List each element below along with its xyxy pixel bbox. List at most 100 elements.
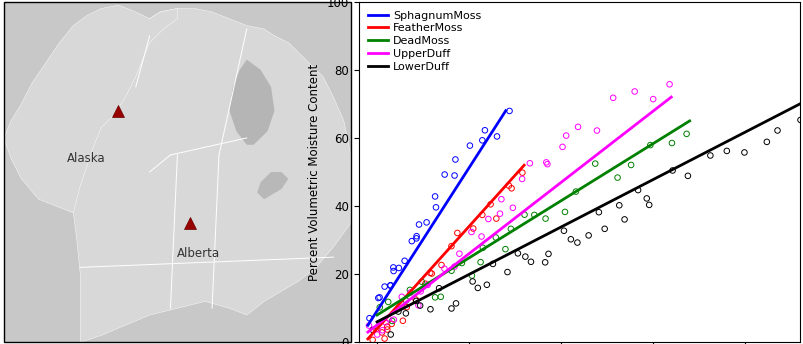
Point <box>471 285 483 291</box>
Point <box>571 124 584 130</box>
Point <box>475 234 487 239</box>
Point <box>392 265 405 271</box>
Point <box>588 161 601 166</box>
Point <box>387 268 400 274</box>
Point <box>528 212 540 218</box>
Point <box>434 262 447 268</box>
Point <box>793 117 803 123</box>
Point <box>411 303 424 308</box>
Point <box>610 175 623 180</box>
Point <box>373 294 385 300</box>
Point <box>523 161 536 166</box>
Point <box>410 234 422 239</box>
Point <box>631 187 644 193</box>
Point <box>414 303 426 308</box>
Point <box>405 238 418 244</box>
Point <box>409 297 422 302</box>
Point <box>515 176 528 182</box>
Point <box>381 324 393 330</box>
Point <box>396 318 409 323</box>
Point <box>475 138 488 143</box>
Point <box>556 144 569 150</box>
Point <box>438 172 450 177</box>
Point <box>428 294 441 300</box>
Point <box>377 284 390 289</box>
Point <box>737 150 750 155</box>
Point <box>597 226 610 232</box>
Point <box>421 282 434 288</box>
Point <box>366 327 379 333</box>
Point <box>452 251 465 256</box>
Point <box>410 236 422 241</box>
Point <box>362 323 375 329</box>
Point <box>770 128 783 133</box>
Point <box>365 337 378 343</box>
Point <box>558 209 571 215</box>
Point <box>517 212 530 217</box>
Point <box>500 269 513 275</box>
Point <box>445 268 458 273</box>
Point <box>506 205 519 211</box>
Point <box>516 170 528 175</box>
Point <box>703 153 716 158</box>
Point <box>493 211 506 216</box>
Point <box>369 326 382 332</box>
Point <box>592 209 605 215</box>
Point <box>397 258 410 264</box>
Point <box>384 282 397 288</box>
Polygon shape <box>4 5 177 213</box>
Point <box>662 82 675 87</box>
Point <box>490 134 503 139</box>
Point <box>618 217 630 222</box>
Point <box>450 230 463 236</box>
Point <box>679 131 692 137</box>
Point <box>681 173 694 179</box>
Point <box>478 128 491 133</box>
Point <box>495 196 507 202</box>
Point <box>370 332 383 337</box>
Point <box>381 315 394 321</box>
Point <box>504 185 517 191</box>
Point <box>381 327 393 332</box>
Point <box>666 168 679 173</box>
Point <box>420 219 433 225</box>
Point <box>489 216 502 221</box>
Point <box>539 160 552 165</box>
Point <box>423 270 436 276</box>
Point <box>448 157 461 162</box>
Point <box>386 265 399 270</box>
Point <box>646 96 658 102</box>
Point <box>449 301 462 306</box>
Point <box>474 259 487 265</box>
Legend: SphagnumMoss, FeatherMoss, DeadMoss, UpperDuff, LowerDuff: SphagnumMoss, FeatherMoss, DeadMoss, Upp… <box>364 7 484 75</box>
Point <box>624 162 637 168</box>
Point <box>373 304 385 310</box>
Point <box>518 254 531 259</box>
Point <box>414 289 426 294</box>
Point <box>412 222 425 227</box>
Point <box>606 95 619 100</box>
Point <box>589 128 602 133</box>
Point <box>428 194 441 199</box>
Text: Alaska: Alaska <box>67 152 105 165</box>
Point <box>377 336 390 341</box>
Point <box>467 226 479 231</box>
Point <box>410 298 422 304</box>
Point <box>434 294 446 300</box>
Point <box>379 320 392 325</box>
Point <box>399 311 412 316</box>
Point <box>612 203 625 208</box>
Polygon shape <box>229 60 274 145</box>
Point <box>403 287 416 293</box>
Polygon shape <box>73 9 350 342</box>
Point <box>476 245 489 250</box>
Point <box>445 306 458 311</box>
Point <box>399 298 412 303</box>
Point <box>539 216 552 221</box>
Polygon shape <box>257 172 288 199</box>
Point <box>391 309 404 314</box>
Point <box>503 226 516 232</box>
Point <box>665 140 678 146</box>
Point <box>415 279 428 284</box>
Point <box>541 251 554 257</box>
